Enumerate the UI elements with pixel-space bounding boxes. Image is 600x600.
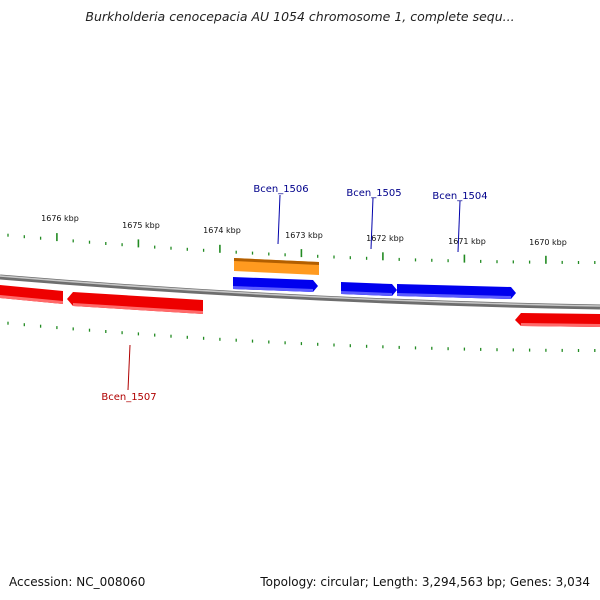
genome-summary-text: Topology: circular; Length: 3,294,563 bp…	[260, 575, 590, 589]
scale-label-1676: 1676 kbp	[41, 214, 79, 223]
scale-label-1672: 1672 kbp	[366, 234, 404, 243]
map-title: Burkholderia cenocepacia AU 1054 chromos…	[85, 9, 515, 24]
gene-label-bcen-1505[interactable]: Bcen_1505	[346, 188, 401, 199]
gene-bcen-1505[interactable]	[341, 282, 397, 296]
gene-bcen-1504[interactable]	[397, 284, 516, 299]
gene-bcen-1507[interactable]	[67, 292, 203, 314]
gene-label-leaders	[127, 194, 461, 391]
gene-label-bcen-1504[interactable]: Bcen_1504	[432, 191, 487, 202]
scale-label-1673: 1673 kbp	[285, 231, 323, 240]
gene-label-bcen-1506[interactable]: Bcen_1506	[253, 184, 308, 195]
gene-reverse-right-edge[interactable]	[515, 313, 600, 327]
gene-bcen-1506[interactable]	[233, 277, 318, 292]
scale-labels: 1676 kbp 1675 kbp 1674 kbp 1673 kbp 1672…	[41, 214, 567, 247]
scale-label-1674: 1674 kbp	[203, 226, 241, 235]
gene-bcen-1506-highlight[interactable]	[234, 258, 319, 275]
scale-label-1671: 1671 kbp	[448, 237, 486, 246]
chromosome-backbone	[0, 274, 600, 310]
gene-labels: Bcen_1506 Bcen_1505 Bcen_1504 Bcen_1507	[101, 184, 487, 403]
scale-ticks-upper	[7, 233, 596, 264]
scale-label-1675: 1675 kbp	[122, 221, 160, 230]
scale-ticks-lower	[7, 321, 596, 352]
accession-text: Accession: NC_008060	[9, 575, 146, 589]
gene-reverse-left-edge[interactable]	[0, 285, 63, 304]
scale-label-1670: 1670 kbp	[529, 238, 567, 247]
gene-label-bcen-1507[interactable]: Bcen_1507	[101, 392, 156, 403]
